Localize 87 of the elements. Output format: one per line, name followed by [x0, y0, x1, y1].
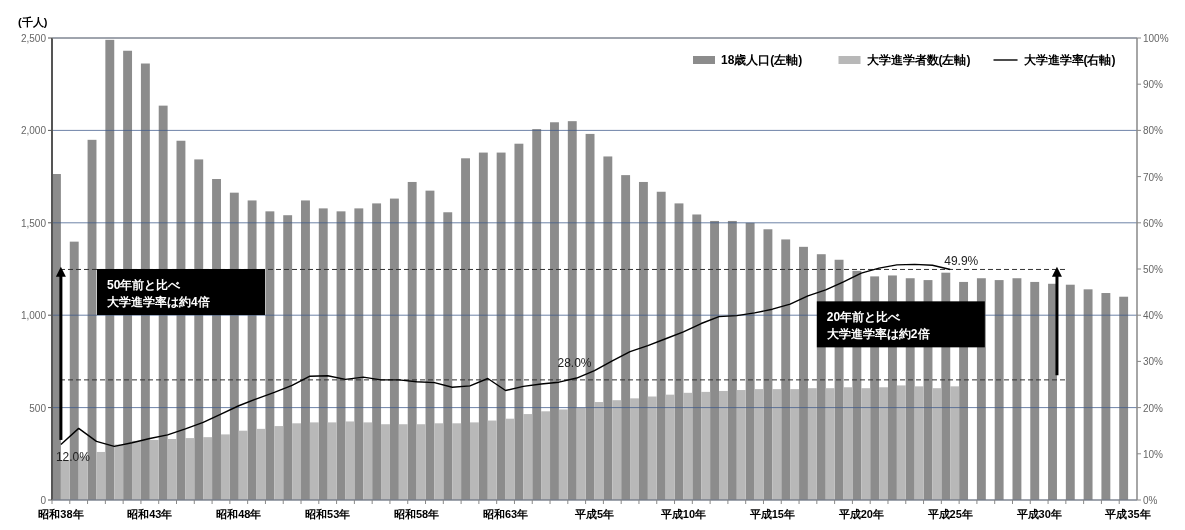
x-tick-label: 昭和48年 — [216, 508, 262, 520]
bar — [220, 434, 230, 500]
bar — [238, 430, 248, 500]
bar — [185, 438, 195, 500]
legend-label: 18歳人口(左軸) — [721, 53, 803, 67]
x-tick-label: 平成5年 — [573, 508, 615, 520]
bar — [701, 391, 711, 500]
bar — [416, 424, 426, 500]
bar — [96, 451, 106, 500]
bar — [167, 439, 177, 500]
x-tick-label: 平成15年 — [748, 508, 795, 520]
bar — [363, 422, 373, 500]
bar — [576, 407, 586, 500]
bar — [861, 388, 871, 500]
y-tick-label: 1,000 — [20, 310, 47, 322]
bar — [558, 409, 568, 500]
y-tick-label: 500 — [29, 402, 47, 414]
annotation: 大学進学率は約2倍 — [826, 327, 930, 342]
bar — [541, 411, 551, 500]
y2-tick-label: 60% — [1143, 217, 1164, 229]
bar — [950, 386, 960, 500]
y2-tick-label: 0% — [1143, 495, 1158, 506]
bar — [736, 390, 746, 500]
bar — [149, 439, 159, 500]
line-series — [60, 263, 951, 448]
bar — [398, 424, 408, 500]
bar — [60, 460, 70, 500]
y2-tick-label: 10% — [1143, 448, 1164, 460]
annotation: 20年前と比べ — [826, 310, 902, 325]
y-axis-title: (千人) — [18, 16, 48, 29]
bar — [523, 414, 533, 500]
bar — [487, 420, 497, 500]
y-tick-label: 2,000 — [20, 125, 47, 137]
y2-tick-label: 90% — [1143, 79, 1164, 91]
bar — [807, 388, 817, 500]
bar — [132, 440, 141, 500]
bar — [825, 388, 835, 500]
bar — [932, 388, 942, 500]
annotation: 大学進学率は約4倍 — [107, 295, 210, 309]
annotation: 28.0% — [557, 355, 592, 370]
y-tick-label: 2,500 — [20, 33, 47, 44]
bar — [683, 392, 693, 500]
x-tick-label: 平成30年 — [1015, 508, 1062, 520]
legend-label: 大学進学率(右軸) — [1023, 53, 1116, 67]
x-tick-label: 平成25年 — [926, 508, 973, 520]
bar — [327, 422, 337, 500]
x-tick-label: 昭和53年 — [305, 508, 351, 520]
bar — [896, 385, 906, 500]
bar — [292, 423, 302, 500]
y2-tick-label: 80% — [1143, 125, 1164, 137]
x-tick-label: 平成20年 — [837, 508, 884, 520]
legend-label: 大学進学者数(左軸) — [866, 53, 971, 67]
y-tick-label: 1,500 — [20, 217, 47, 229]
y-tick-label: 0 — [40, 495, 47, 506]
y2-tick-label: 70% — [1143, 171, 1164, 183]
annotation: 49.9% — [944, 254, 979, 269]
x-tick-label: 平成35年 — [1104, 508, 1151, 520]
bar — [309, 422, 319, 500]
bar — [612, 400, 622, 500]
bar — [914, 386, 924, 500]
bar — [469, 422, 479, 500]
y2-tick-label: 100% — [1143, 33, 1169, 44]
bar — [630, 398, 639, 500]
bar — [665, 394, 675, 500]
bar — [772, 389, 782, 500]
x-tick-label: 昭和58年 — [394, 508, 440, 520]
bar — [381, 424, 390, 500]
x-tick-label: 昭和38年 — [38, 508, 84, 520]
y2-tick-label: 20% — [1143, 402, 1164, 414]
bar — [203, 437, 213, 500]
bar — [345, 421, 355, 500]
y2-tick-label: 50% — [1143, 264, 1164, 275]
x-tick-label: 昭和43年 — [127, 508, 173, 520]
bar — [719, 390, 728, 500]
y2-tick-label: 40% — [1143, 310, 1164, 322]
x-tick-label: 昭和63年 — [482, 508, 529, 520]
bar — [114, 444, 124, 500]
annotation: 50年前と比べ — [107, 278, 182, 292]
bar — [647, 396, 657, 500]
bar — [274, 426, 284, 500]
bar — [452, 423, 462, 500]
bar — [879, 387, 888, 500]
bar — [790, 389, 800, 500]
x-tick-label: 平成10年 — [659, 508, 707, 520]
annotation: 12.0% — [55, 449, 91, 464]
bar — [434, 423, 444, 500]
y2-tick-label: 30% — [1143, 356, 1164, 368]
